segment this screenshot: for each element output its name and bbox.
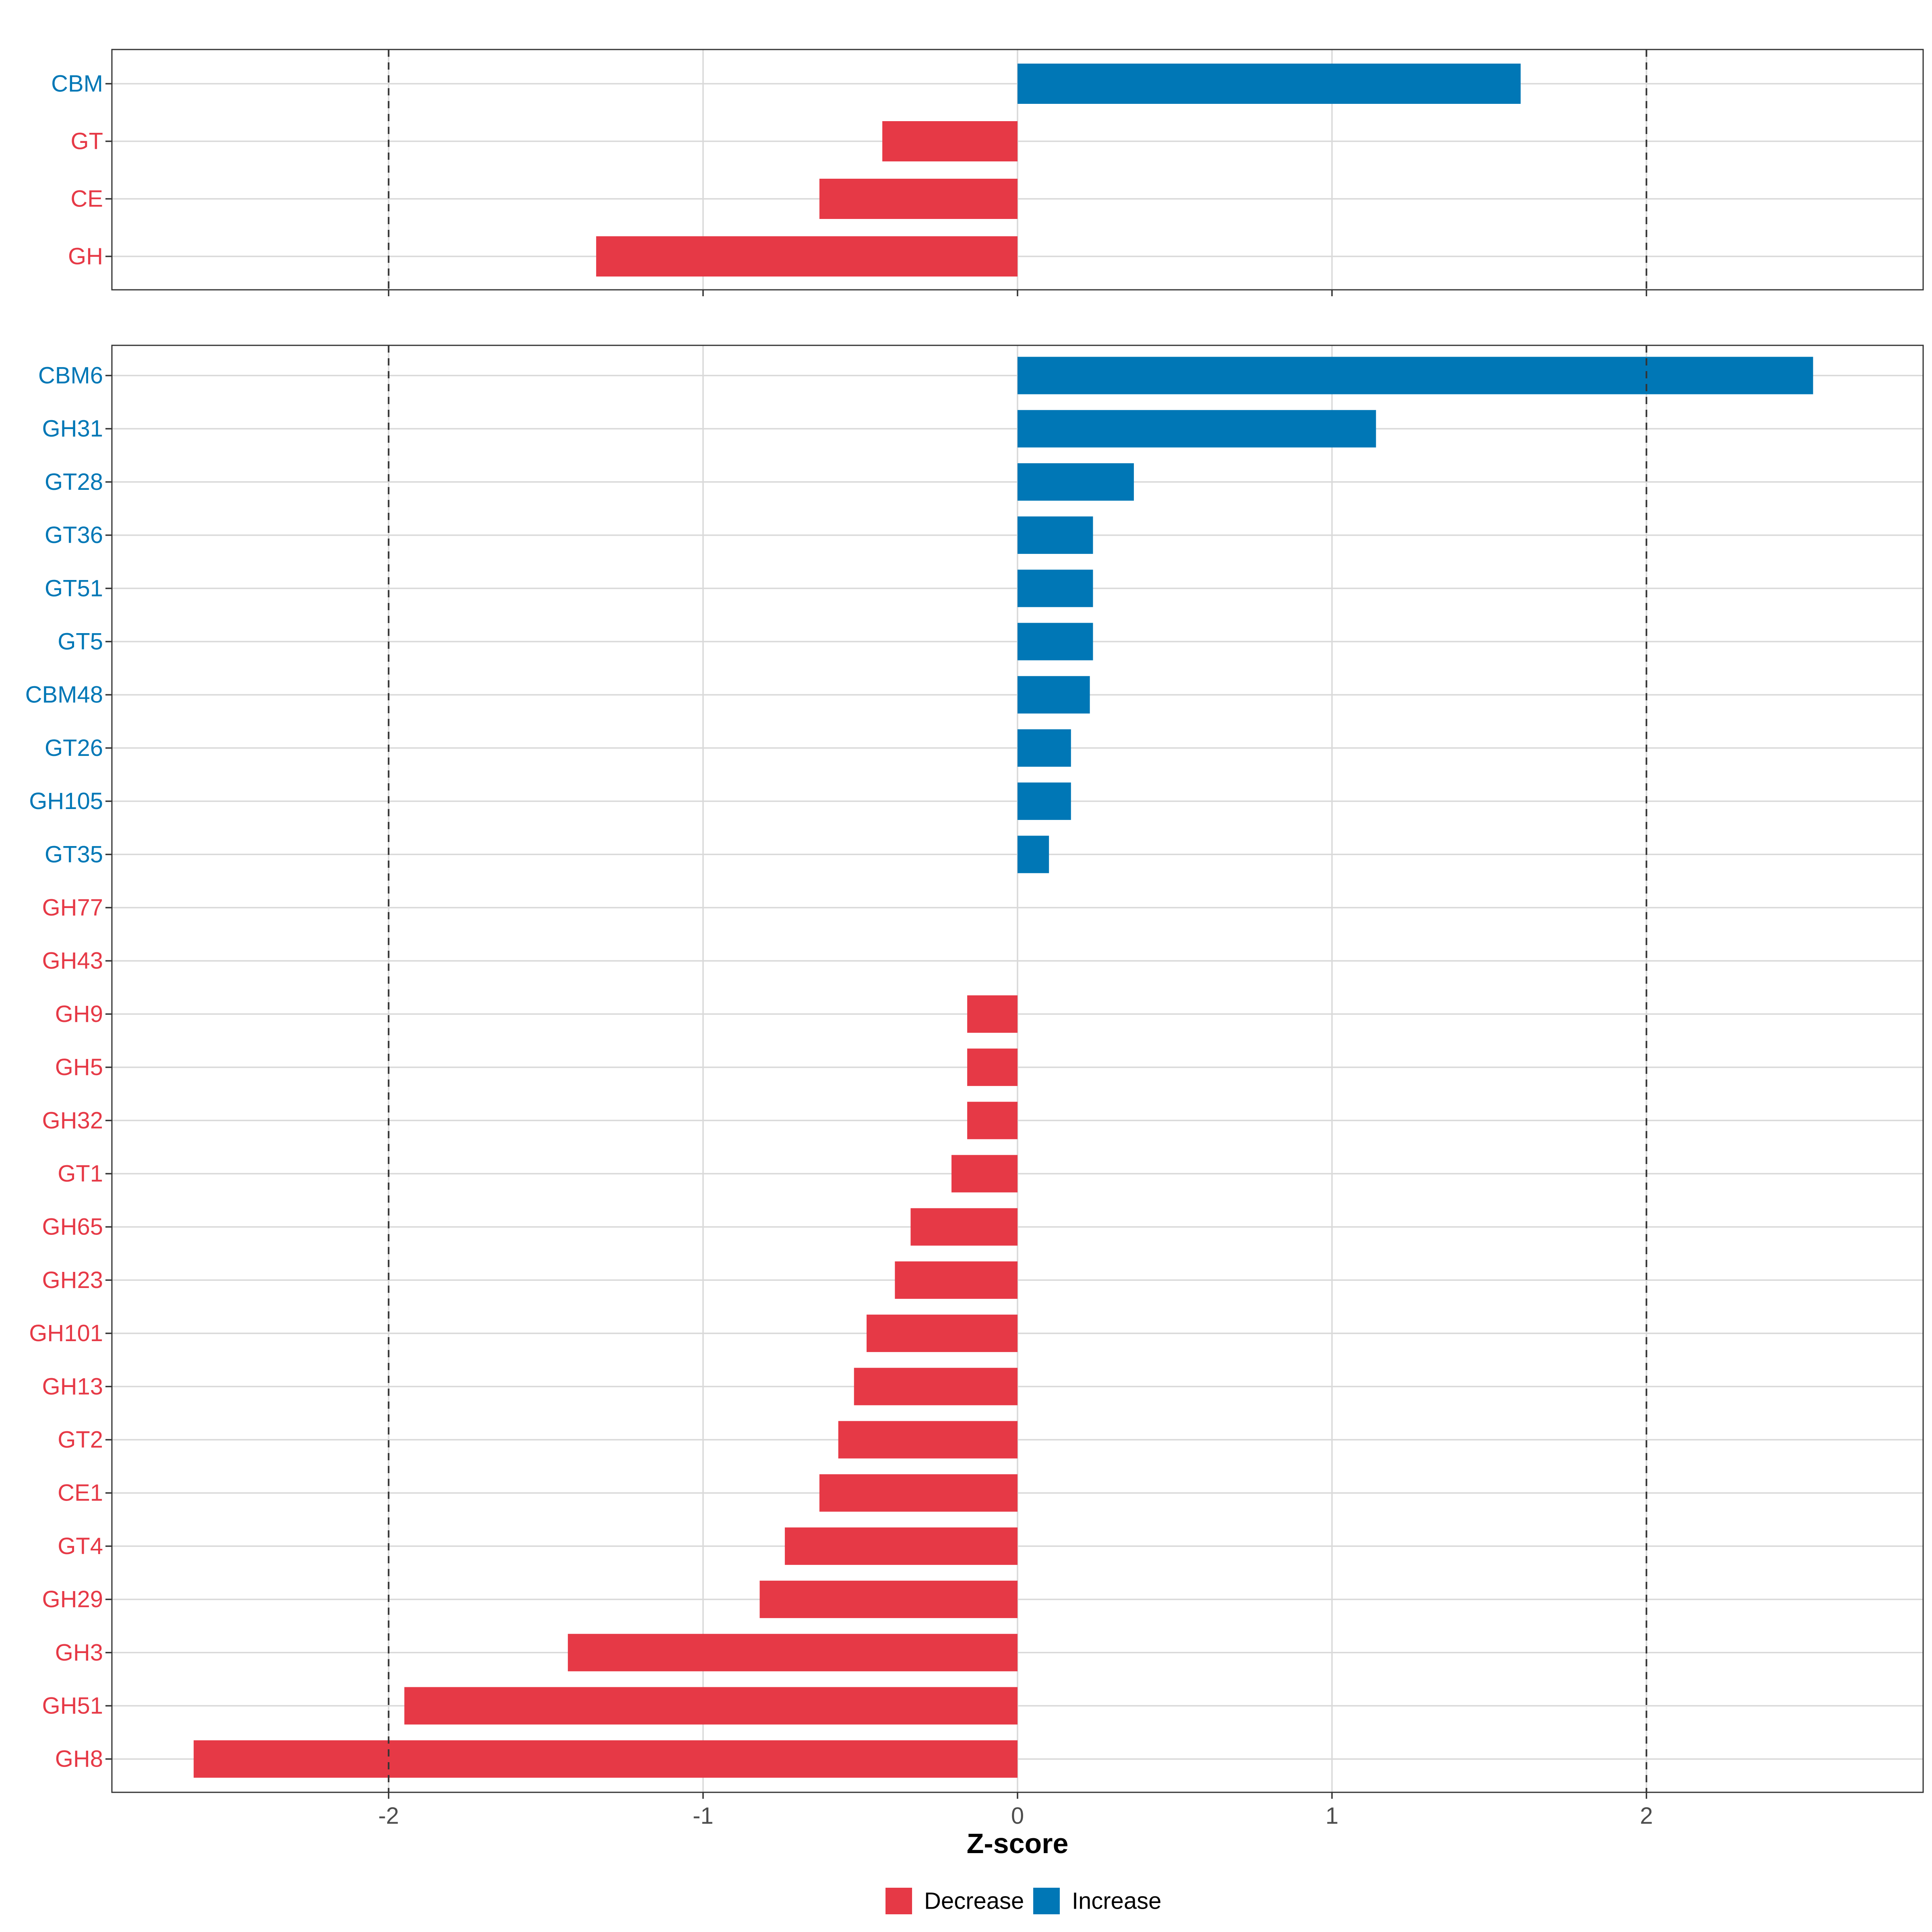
y-label-gt35: GT35 — [45, 841, 103, 867]
bar-gh51 — [404, 1687, 1018, 1725]
x-tick-label: 2 — [1640, 1803, 1653, 1829]
bar-gt28 — [1018, 463, 1134, 501]
y-label-gh: GH — [68, 244, 103, 270]
y-label-gh101: GH101 — [29, 1320, 103, 1346]
bar-gt26 — [1018, 729, 1071, 767]
bar-gh65 — [910, 1208, 1018, 1246]
panel-class: CBM GT CE GH — [51, 49, 1924, 296]
bar-gh105 — [1018, 782, 1071, 820]
legend: Decrease Increase — [886, 1888, 1161, 1914]
bar-gh32 — [967, 1102, 1018, 1139]
y-label-gh3: GH3 — [55, 1639, 103, 1666]
y-label-gt36: GT36 — [45, 522, 103, 548]
bar-gt36 — [1018, 516, 1093, 554]
y-label-gh13: GH13 — [42, 1373, 103, 1399]
y-label-gh29: GH29 — [42, 1586, 103, 1612]
bar-gh101 — [867, 1315, 1018, 1352]
y-label-gt51: GT51 — [45, 575, 103, 601]
y-label-ce1: CE1 — [58, 1480, 103, 1506]
y-label-gt4: GT4 — [58, 1533, 103, 1559]
bar-ce — [819, 179, 1018, 219]
bar-gh3 — [568, 1634, 1018, 1672]
bar-cbm6 — [1018, 357, 1813, 394]
y-label-cbm48: CBM48 — [25, 682, 103, 708]
legend-swatch-decrease — [886, 1888, 912, 1914]
chart-panels: CBM GT CE GH CBM6 GH31 GT28 GT36 GT51 GT5 CBM48 GT2… — [25, 49, 1924, 1799]
x-axis-title: Z-score — [967, 1828, 1069, 1859]
bar-gt4 — [784, 1527, 1018, 1565]
bar-gt — [882, 121, 1018, 161]
panel-family: CBM6 GH31 GT28 GT36 GT51 GT5 CBM48 GT26 GH105 GT3… — [25, 345, 1924, 1799]
bar-gh9 — [967, 995, 1018, 1033]
y-label-cbm: CBM — [51, 71, 103, 97]
bar-gh5 — [967, 1049, 1018, 1086]
bar-gh — [596, 236, 1018, 277]
y-label-cbm6: CBM6 — [38, 363, 103, 389]
y-label-gt26: GT26 — [45, 735, 103, 761]
legend-label-increase: Increase — [1072, 1888, 1161, 1914]
y-label-gt1: GT1 — [58, 1161, 103, 1187]
y-label-gh5: GH5 — [55, 1054, 103, 1080]
bar-gt5 — [1018, 623, 1093, 661]
y-label-gh31: GH31 — [42, 416, 103, 442]
y-label-gh65: GH65 — [42, 1214, 103, 1240]
y-label-gh105: GH105 — [29, 788, 103, 814]
y-label-gt2: GT2 — [58, 1427, 103, 1453]
y-label-gh9: GH9 — [55, 1001, 103, 1027]
y-label-gt28: GT28 — [45, 469, 103, 495]
y-label-gh43: GH43 — [42, 948, 103, 974]
x-tick-label: -1 — [693, 1803, 714, 1829]
bar-gh31 — [1018, 410, 1376, 448]
x-tick-label: 0 — [1011, 1803, 1024, 1829]
x-axis: Z-score -2 -1 0 1 2 — [378, 1803, 1653, 1859]
bar-gt2 — [838, 1421, 1018, 1459]
bar-gh13 — [854, 1368, 1018, 1406]
y-label-ce: CE — [70, 186, 103, 212]
bar-gh29 — [760, 1581, 1018, 1618]
y-label-gh23: GH23 — [42, 1267, 103, 1293]
legend-swatch-increase — [1033, 1888, 1060, 1914]
y-label-gh8: GH8 — [55, 1746, 103, 1772]
bar-cbm48 — [1018, 676, 1090, 714]
y-label-gt: GT — [70, 128, 103, 155]
legend-label-decrease: Decrease — [924, 1888, 1024, 1914]
bar-cbm — [1018, 64, 1521, 104]
x-tick-label: 1 — [1325, 1803, 1338, 1829]
y-label-gh51: GH51 — [42, 1693, 103, 1719]
bar-gt1 — [951, 1155, 1018, 1193]
bar-gh8 — [194, 1740, 1018, 1778]
bar-gt35 — [1018, 836, 1049, 873]
bar-gh23 — [895, 1261, 1018, 1299]
bar-gt51 — [1018, 570, 1093, 607]
y-label-gt5: GT5 — [58, 629, 103, 655]
y-label-gh77: GH77 — [42, 895, 103, 921]
bar-ce1 — [819, 1474, 1018, 1512]
y-label-gh32: GH32 — [42, 1107, 103, 1133]
x-tick-label: -2 — [378, 1803, 399, 1829]
